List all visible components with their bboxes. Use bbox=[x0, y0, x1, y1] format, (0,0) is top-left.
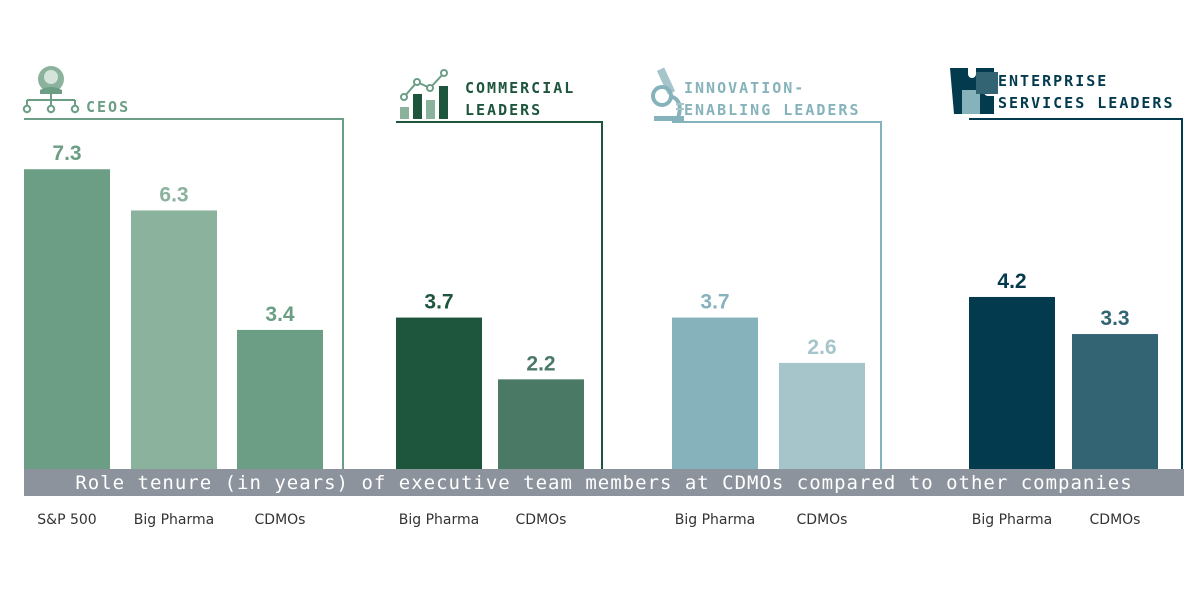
bar bbox=[498, 379, 584, 470]
group-bracket bbox=[24, 118, 344, 470]
group-bracket bbox=[969, 118, 1183, 470]
x-tick-label: Big Pharma bbox=[972, 512, 1052, 528]
group-title: INNOVATION- bbox=[684, 79, 805, 97]
group-title: ENTERPRISE bbox=[998, 72, 1108, 90]
bar bbox=[1072, 334, 1158, 470]
x-tick-label: Big Pharma bbox=[399, 512, 479, 528]
icons-layer bbox=[22, 66, 998, 121]
bar-value-label: 7.3 bbox=[52, 142, 81, 165]
bar-value-label: 3.7 bbox=[424, 291, 453, 314]
x-tick-label: Big Pharma bbox=[134, 512, 214, 528]
bar-value-label: 6.3 bbox=[159, 183, 188, 206]
bar-value-label: 4.2 bbox=[997, 270, 1026, 293]
bar-value-label: 3.7 bbox=[700, 291, 729, 314]
microscope-icon bbox=[651, 67, 684, 121]
bar bbox=[969, 296, 1055, 470]
puzzle-icon bbox=[950, 68, 998, 114]
x-tick-label: Big Pharma bbox=[675, 512, 755, 528]
group-bracket bbox=[396, 121, 603, 470]
group-title: COMMERCIAL bbox=[465, 79, 575, 97]
group-title: SERVICES LEADERS bbox=[998, 94, 1175, 112]
bar bbox=[131, 210, 217, 470]
group-title: ENABLING LEADERS bbox=[684, 101, 861, 119]
bar-value-label: 2.6 bbox=[807, 336, 836, 359]
bars-layer: 7.3 6.3 3.4 3.7 2.2 3.7 2.6 4.2 3.3 bbox=[24, 142, 1158, 471]
bar bbox=[237, 329, 323, 470]
x-tick-label: CDMOs bbox=[255, 512, 306, 528]
caption-band bbox=[24, 469, 1184, 496]
bar bbox=[396, 317, 482, 470]
ticks-layer: S&P 500 Big Pharma CDMOs Big Pharma CDMOs Big… bbox=[37, 512, 1140, 528]
x-tick-label: S&P 500 bbox=[37, 512, 96, 528]
x-tick-label: CDMOs bbox=[516, 512, 567, 528]
x-tick-label: CDMOs bbox=[797, 512, 848, 528]
bar-value-label: 3.3 bbox=[1100, 307, 1129, 330]
group-bracket bbox=[672, 121, 882, 470]
org-chart-person-icon bbox=[22, 66, 80, 114]
chart-caption: Role tenure (in years) of executive team… bbox=[75, 472, 1132, 494]
bar-value-label: 2.2 bbox=[526, 352, 555, 375]
bar bbox=[779, 362, 865, 470]
bar bbox=[24, 169, 110, 471]
x-tick-label: CDMOs bbox=[1090, 512, 1141, 528]
bar bbox=[672, 317, 758, 470]
brackets-layer: CEOS COMMERCIAL LEADERS INNOVATION- ENABLING… bbox=[24, 72, 1183, 470]
group-title: LEADERS bbox=[465, 101, 542, 119]
bar-value-label: 3.4 bbox=[265, 303, 295, 326]
group-title: CEOS bbox=[86, 98, 130, 116]
growth-chart-icon bbox=[400, 69, 448, 119]
